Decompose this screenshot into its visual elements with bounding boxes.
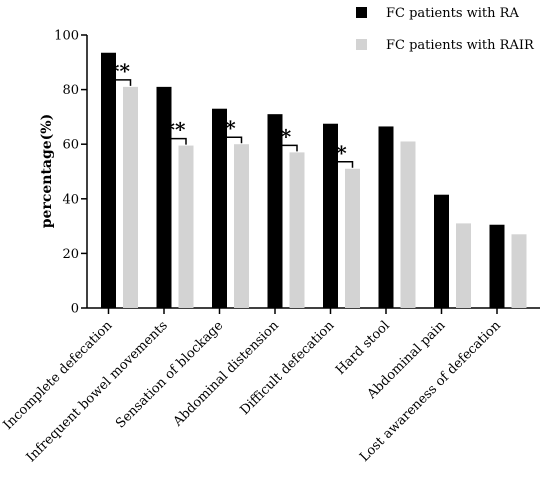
- category-label: Hard stool: [333, 318, 393, 378]
- legend: FC patients with RA FC patients with RAI…: [356, 6, 535, 53]
- category-label: Sensation of blockage: [113, 318, 226, 431]
- legend-label-rair: FC patients with RAIR: [386, 38, 535, 53]
- bar-ra: [434, 194, 449, 308]
- significance-label: *: [225, 116, 236, 140]
- significance-label: *: [281, 124, 292, 148]
- significance-bracket: [107, 79, 132, 86]
- bar-rair: [123, 86, 138, 309]
- bar-rair: [511, 234, 527, 308]
- bar-ra: [101, 52, 116, 309]
- bar-ra: [156, 86, 172, 309]
- bar-rair: [456, 223, 471, 308]
- y-axis-label: percentage(%): [39, 114, 55, 228]
- y-tick-label: 20: [62, 247, 79, 262]
- y-tick-label: 60: [62, 138, 79, 153]
- legend-swatch-rair: [356, 39, 367, 50]
- bar-rair: [400, 141, 416, 308]
- y-tick-label: 40: [62, 192, 79, 207]
- bar-ra: [378, 126, 394, 308]
- category-label: Difficult defecation: [237, 318, 337, 418]
- y-tick-label: 0: [71, 302, 79, 317]
- significance-label: **: [109, 59, 130, 83]
- significance-label: *: [336, 141, 347, 165]
- category-label: Abdominal distension: [170, 318, 282, 430]
- significance-bracket: [274, 144, 298, 152]
- bar-ra: [212, 108, 227, 309]
- legend-swatch-ra: [356, 7, 367, 18]
- bar-ra: [323, 123, 338, 308]
- category-label: Incomplete defecation: [1, 318, 116, 433]
- bar-rair: [345, 168, 360, 308]
- bar-ra: [489, 224, 505, 308]
- legend-label-ra: FC patients with RA: [386, 6, 519, 21]
- y-tick-label: 100: [54, 29, 79, 44]
- bars: [101, 52, 527, 309]
- bar-rair: [234, 144, 249, 308]
- bar-rair: [289, 152, 305, 308]
- significance-label: **: [165, 118, 186, 142]
- y-tick-label: 80: [62, 83, 79, 98]
- bar-rair: [178, 145, 194, 308]
- significance-bracket: [218, 136, 243, 144]
- significance-bracket: [163, 137, 187, 145]
- significance-bracket: [329, 161, 354, 168]
- significance-markers: **** * **: [107, 59, 354, 168]
- bar-ra: [267, 114, 283, 308]
